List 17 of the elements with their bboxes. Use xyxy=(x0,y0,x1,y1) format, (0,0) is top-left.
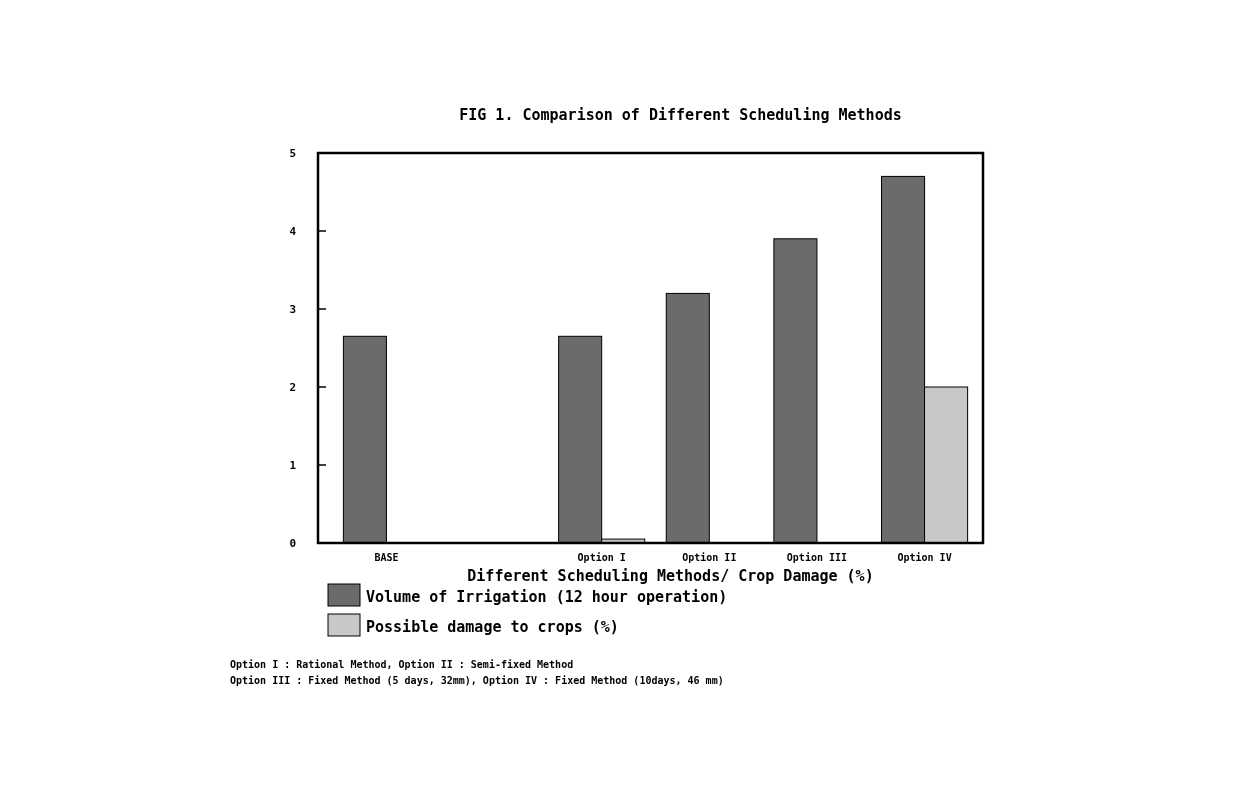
text: Option III : Fixed Method (5 days, 32mm), Option IV : Fixed Method (10days, 46 mm) xyxy=(230,675,724,686)
legend-label: Volume of Irrigation (12 hour operation) xyxy=(366,588,728,606)
x-tick-label: Option I xyxy=(577,552,626,563)
chart-title: FIG 1. Comparison of Different Scheduling Methods xyxy=(459,106,902,124)
y-tick-label: 3 xyxy=(289,303,296,316)
x-tick-label: Option IV xyxy=(897,552,952,563)
text: Option I : Rational Method, Option II : Semi-fixed Method xyxy=(230,659,574,670)
y-tick-label: 0 xyxy=(289,537,296,550)
x-axis-title: Different Scheduling Methods/ Crop Damage (%) xyxy=(467,567,874,585)
x-tick-label: BASE xyxy=(374,552,399,563)
x-tick-label: Option II xyxy=(682,552,737,563)
y-tick-label: 4 xyxy=(289,225,297,238)
y-tick-label: 1 xyxy=(289,459,297,472)
x-tick-label: Option III xyxy=(786,552,848,563)
legend-label: Possible damage to crops (%) xyxy=(366,618,619,636)
y-tick-label: 5 xyxy=(289,147,296,160)
y-tick-label: 2 xyxy=(289,381,296,394)
